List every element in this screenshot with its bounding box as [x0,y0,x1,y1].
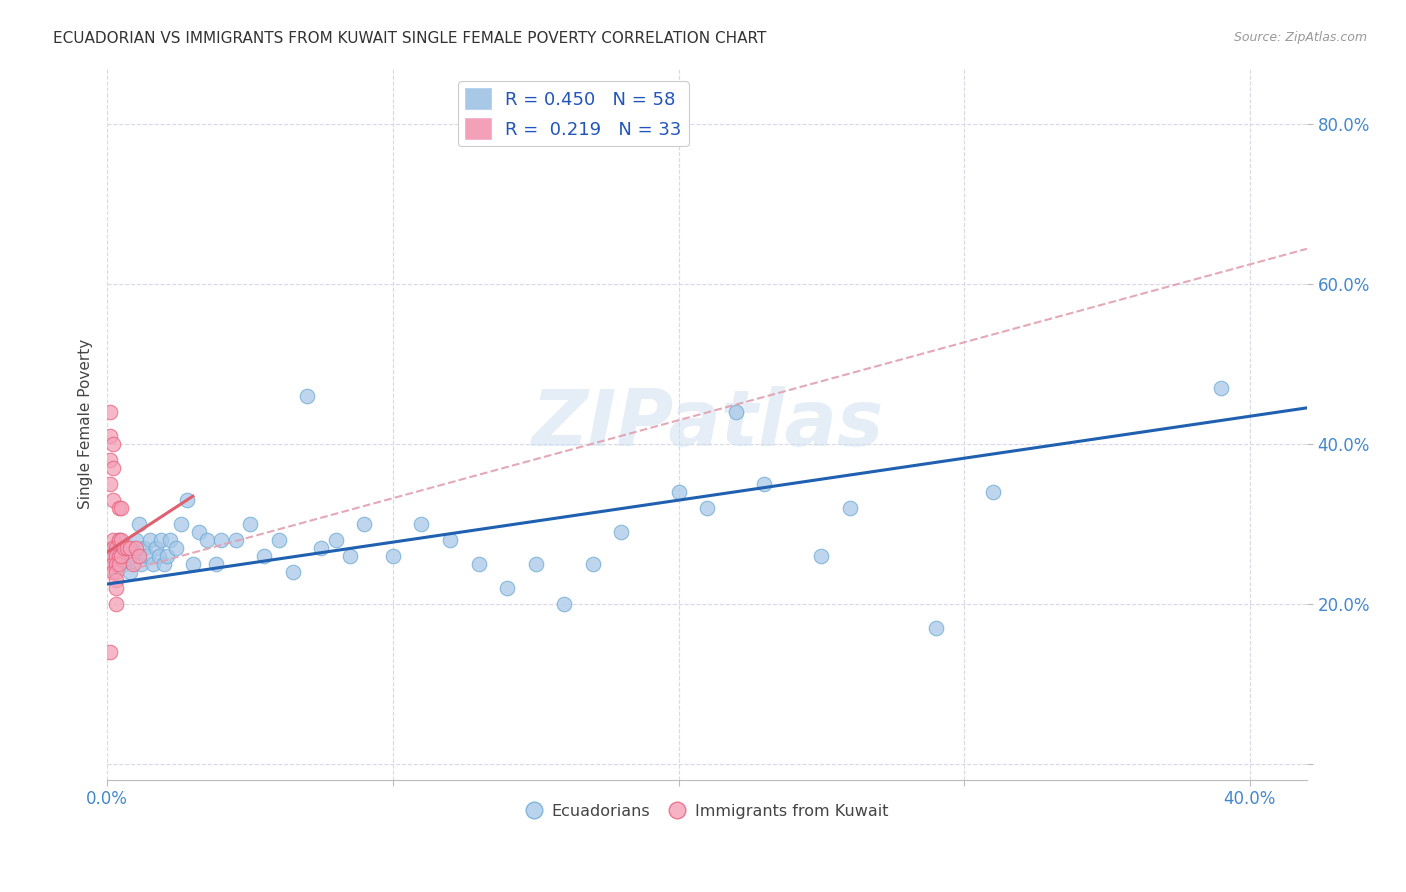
Point [110,549,132,563]
Point [104,557,127,571]
Point [339,549,361,563]
Point [107,533,129,548]
Point [176,493,198,508]
Point [810,549,832,563]
Point [110,549,132,563]
Text: ZIPatlas: ZIPatlas [531,386,883,462]
Point [524,557,547,571]
Legend: Ecuadorians, Immigrants from Kuwait: Ecuadorians, Immigrants from Kuwait [519,797,894,825]
Point [981,485,1004,500]
Point [239,517,262,532]
Point [610,525,633,540]
Point [148,549,170,563]
Point [104,549,127,563]
Point [467,557,489,571]
Point [924,621,946,635]
Point [104,557,127,571]
Point [325,533,347,548]
Point [101,541,124,556]
Point [112,557,135,571]
Point [139,533,162,548]
Point [128,549,150,563]
Point [104,541,127,556]
Point [98,429,121,443]
Point [696,501,718,516]
Point [439,533,461,548]
Point [668,485,690,500]
Point [125,541,148,556]
Point [98,405,121,419]
Point [142,557,165,571]
Point [195,533,218,548]
Point [225,533,247,548]
Point [754,477,776,491]
Point [98,645,121,659]
Point [253,549,276,563]
Point [281,565,304,579]
Point [170,517,193,532]
Point [724,405,747,419]
Point [118,541,141,556]
Point [128,517,150,532]
Point [101,541,124,556]
Point [267,533,290,548]
Point [101,461,124,475]
Point [353,517,375,532]
Point [295,389,318,403]
Point [1211,381,1233,395]
Y-axis label: Single Female Poverty: Single Female Poverty [79,339,93,509]
Point [118,565,141,579]
Point [209,533,232,548]
Point [122,557,145,571]
Point [582,557,605,571]
Point [381,549,404,563]
Text: ECUADORIAN VS IMMIGRANTS FROM KUWAIT SINGLE FEMALE POVERTY CORRELATION CHART: ECUADORIAN VS IMMIGRANTS FROM KUWAIT SIN… [53,31,766,46]
Point [187,525,209,540]
Point [181,557,204,571]
Point [110,501,132,516]
Point [150,533,173,548]
Point [98,477,121,491]
Point [204,557,226,571]
Point [98,549,121,563]
Point [115,541,138,556]
Point [165,541,187,556]
Point [104,581,127,595]
Point [104,597,127,611]
Point [156,549,179,563]
Point [131,557,153,571]
Point [101,565,124,579]
Point [134,541,156,556]
Point [115,541,138,556]
Point [101,437,124,451]
Point [411,517,433,532]
Point [110,533,132,548]
Text: Source: ZipAtlas.com: Source: ZipAtlas.com [1233,31,1367,45]
Point [496,581,519,595]
Point [104,565,127,579]
Point [101,493,124,508]
Point [311,541,333,556]
Point [125,533,148,548]
Point [145,541,167,556]
Point [553,597,575,611]
Point [112,541,135,556]
Point [101,549,124,563]
Point [101,557,124,571]
Point [107,501,129,516]
Point [107,557,129,571]
Point [107,533,129,548]
Point [107,549,129,563]
Point [153,557,176,571]
Point [101,533,124,548]
Point [104,573,127,587]
Point [159,533,181,548]
Point [122,549,145,563]
Point [838,501,860,516]
Point [98,453,121,467]
Point [136,549,159,563]
